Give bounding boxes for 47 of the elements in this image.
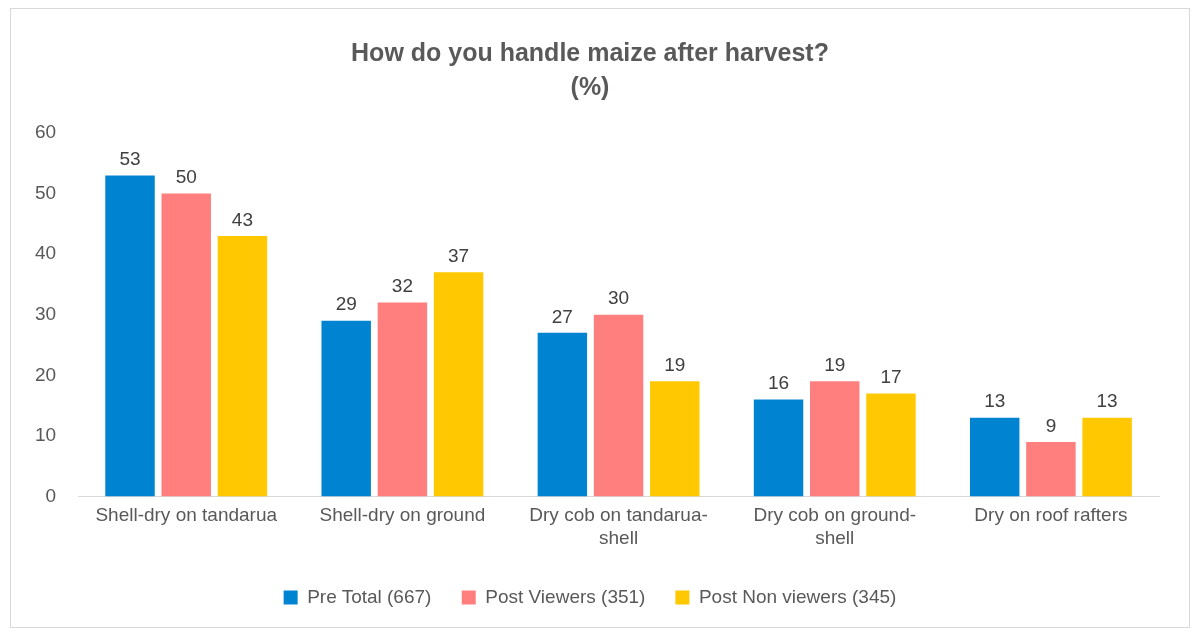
bar: [537, 332, 588, 497]
bar: [650, 381, 700, 497]
y-tick-label: 60: [34, 121, 57, 143]
chart-subtitle: (%): [570, 71, 610, 100]
bar: [753, 399, 804, 497]
data-label: 29: [335, 293, 357, 315]
legend-label: Post Viewers (351): [485, 585, 646, 607]
data-label: 37: [448, 245, 470, 267]
data-label: 50: [175, 166, 197, 188]
data-label: 30: [608, 287, 630, 309]
data-label: 9: [1045, 414, 1057, 436]
data-label: 53: [119, 148, 141, 170]
data-label: 43: [231, 208, 253, 230]
bar: [161, 193, 211, 497]
bar: [217, 235, 268, 497]
data-label: 13: [984, 390, 1006, 412]
x-tick-label: Dry cob on tandarua-shell: [529, 504, 708, 548]
data-label: 32: [391, 275, 413, 297]
y-tick-label: 0: [45, 484, 57, 506]
data-label: 17: [880, 366, 902, 388]
data-label: 19: [664, 354, 686, 376]
y-tick-label: 30: [34, 302, 57, 324]
y-tick-label: 50: [34, 181, 57, 203]
legend-label: Post Non viewers (345): [698, 585, 897, 607]
chart-title: How do you handle maize after harvest?: [351, 37, 829, 66]
data-label: 19: [824, 354, 846, 376]
bar: [866, 393, 916, 497]
bar: [377, 302, 428, 497]
bar: [433, 272, 484, 497]
bar: [810, 381, 860, 497]
y-tick-label: 40: [34, 242, 57, 264]
bar: [105, 175, 155, 497]
data-label: 27: [551, 305, 573, 327]
y-tick-label: 10: [34, 424, 57, 446]
x-tick-label: Dry cob on ground-shell: [753, 504, 917, 548]
x-tick-label: Shell-dry on ground: [319, 504, 486, 526]
data-label: 13: [1096, 390, 1118, 412]
bar: [1082, 417, 1132, 497]
bar: [321, 320, 371, 497]
data-label: 16: [767, 372, 790, 394]
bar: [1026, 441, 1076, 497]
y-tick-label: 20: [34, 363, 57, 385]
x-tick-label: Dry on roof rafters: [974, 504, 1128, 526]
bar: [593, 314, 644, 497]
legend-label: Pre Total (667): [307, 585, 432, 607]
bar: [969, 417, 1020, 497]
x-tick-label: Shell-dry on tandarua: [95, 504, 278, 526]
